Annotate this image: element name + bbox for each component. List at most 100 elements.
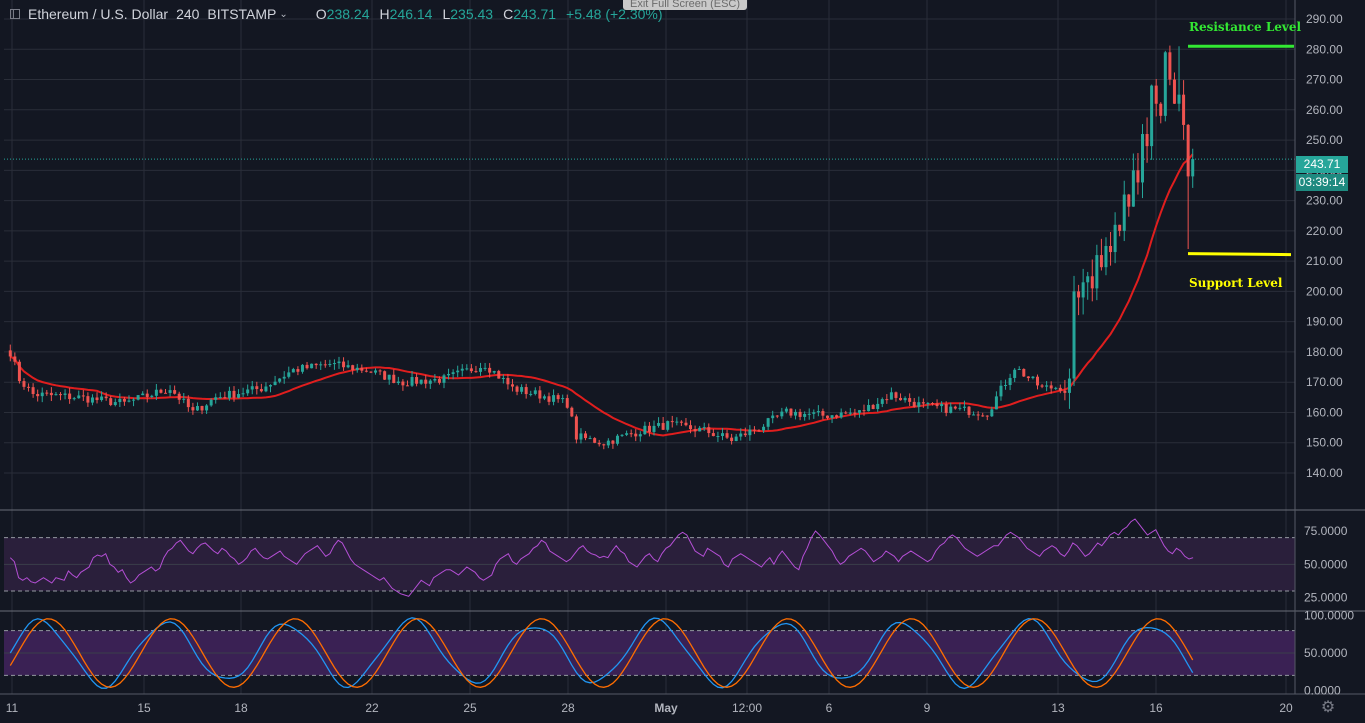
y-tick-label: 270.00 (1306, 73, 1343, 87)
chart-header: Ethereum / U.S. Dollar 240 BITSTAMP ⌄ O2… (0, 0, 1295, 28)
price-candles (8, 45, 1195, 450)
candle-body (150, 395, 154, 397)
candle-body (556, 395, 560, 400)
candle-body (195, 406, 199, 411)
candle-body (962, 406, 966, 408)
candle-body (305, 364, 309, 369)
candle-body (853, 412, 857, 414)
candle-body (821, 411, 825, 416)
candle-body (999, 385, 1003, 397)
candle-body (300, 364, 304, 372)
candle-body (1058, 387, 1062, 391)
candle-body (392, 374, 396, 384)
candle-body (917, 402, 921, 407)
candle-body (259, 389, 263, 392)
candle-body (725, 433, 729, 438)
exit-fullscreen-button[interactable]: Exit Full Screen (ESC) (623, 0, 748, 10)
candle-body (830, 415, 834, 418)
candle-body (314, 363, 318, 366)
candle-body (1145, 134, 1149, 147)
candle-body (346, 365, 350, 368)
x-tick-label: 18 (234, 701, 248, 715)
candle-body (1122, 194, 1126, 231)
interval-label[interactable]: 240 (176, 6, 200, 22)
candle-body (1177, 94, 1181, 104)
candle-body (638, 434, 642, 437)
candle-body (661, 423, 665, 430)
candle-body (410, 377, 414, 386)
gear-icon[interactable]: ⚙ (1320, 699, 1336, 716)
candle-body (675, 421, 679, 423)
y-tick-label: 250.00 (1306, 133, 1343, 147)
candle-body (419, 379, 423, 384)
candle-body (711, 433, 715, 437)
symbol-square-icon[interactable] (10, 9, 20, 19)
y-tick-label: 180.00 (1306, 345, 1343, 359)
candle-body (1136, 170, 1140, 183)
candle-body (113, 402, 117, 405)
candle-body (396, 381, 400, 384)
candle-body (54, 394, 58, 396)
candle-body (615, 435, 619, 444)
candle-body (100, 396, 104, 401)
candle-body (127, 400, 131, 402)
candle-body (122, 398, 126, 402)
x-tick-label: 22 (365, 701, 379, 715)
candle-body (876, 403, 880, 409)
candle-body (168, 390, 172, 393)
x-tick-label: 11 (6, 701, 19, 715)
candle-body (734, 436, 738, 442)
ohlc-values: O238.24 H246.14 L235.43 C243.71 +5.48 (+… (316, 6, 663, 22)
high-label: H (379, 6, 390, 22)
candle-body (908, 398, 912, 402)
candle-body (86, 396, 90, 403)
chevron-down-icon[interactable]: ⌄ (279, 8, 288, 20)
candle-body (1067, 378, 1071, 393)
stoch-tick-label: 0.0000 (1304, 683, 1341, 697)
candle-body (620, 434, 624, 436)
x-tick-label: 15 (137, 701, 151, 715)
stoch-panel (4, 617, 1295, 690)
candle-body (972, 414, 976, 416)
candle-body (880, 399, 884, 404)
candle-body (748, 429, 752, 436)
candle-body (552, 395, 556, 402)
candle-body (657, 423, 661, 426)
candle-body (118, 398, 122, 403)
candle-body (985, 415, 989, 417)
candle-body (1172, 79, 1176, 104)
candle-body (465, 368, 469, 370)
candle-body (415, 377, 419, 384)
candle-body (958, 407, 962, 409)
candle-body (1127, 194, 1131, 207)
candle-body (720, 433, 724, 437)
candle-body (27, 386, 31, 388)
candle-body (542, 396, 546, 399)
candle-body (1031, 376, 1035, 379)
candle-body (355, 367, 359, 371)
candle-body (716, 436, 720, 438)
candle-body (839, 412, 843, 418)
candle-body (903, 398, 907, 401)
candle-body (670, 421, 674, 423)
candle-body (145, 393, 149, 397)
candle-body (1163, 52, 1167, 116)
y-tick-label: 200.00 (1306, 284, 1343, 298)
candle-body (474, 371, 478, 373)
symbol-selector[interactable]: Ethereum / U.S. Dollar 240 BITSTAMP ⌄ (10, 6, 288, 22)
candle-body (885, 399, 889, 401)
candle-body (584, 433, 588, 439)
candle-body (1131, 170, 1135, 207)
candle-body (597, 442, 601, 445)
candle-body (780, 411, 784, 417)
candle-body (825, 415, 829, 418)
candle-body (132, 399, 136, 401)
candle-body (547, 396, 551, 402)
candle-body (602, 444, 606, 446)
candle-body (342, 361, 346, 368)
candle-body (1081, 282, 1085, 298)
ma-line (9, 153, 1194, 437)
x-tick-label: 16 (1149, 701, 1163, 715)
candle-body (369, 371, 373, 373)
